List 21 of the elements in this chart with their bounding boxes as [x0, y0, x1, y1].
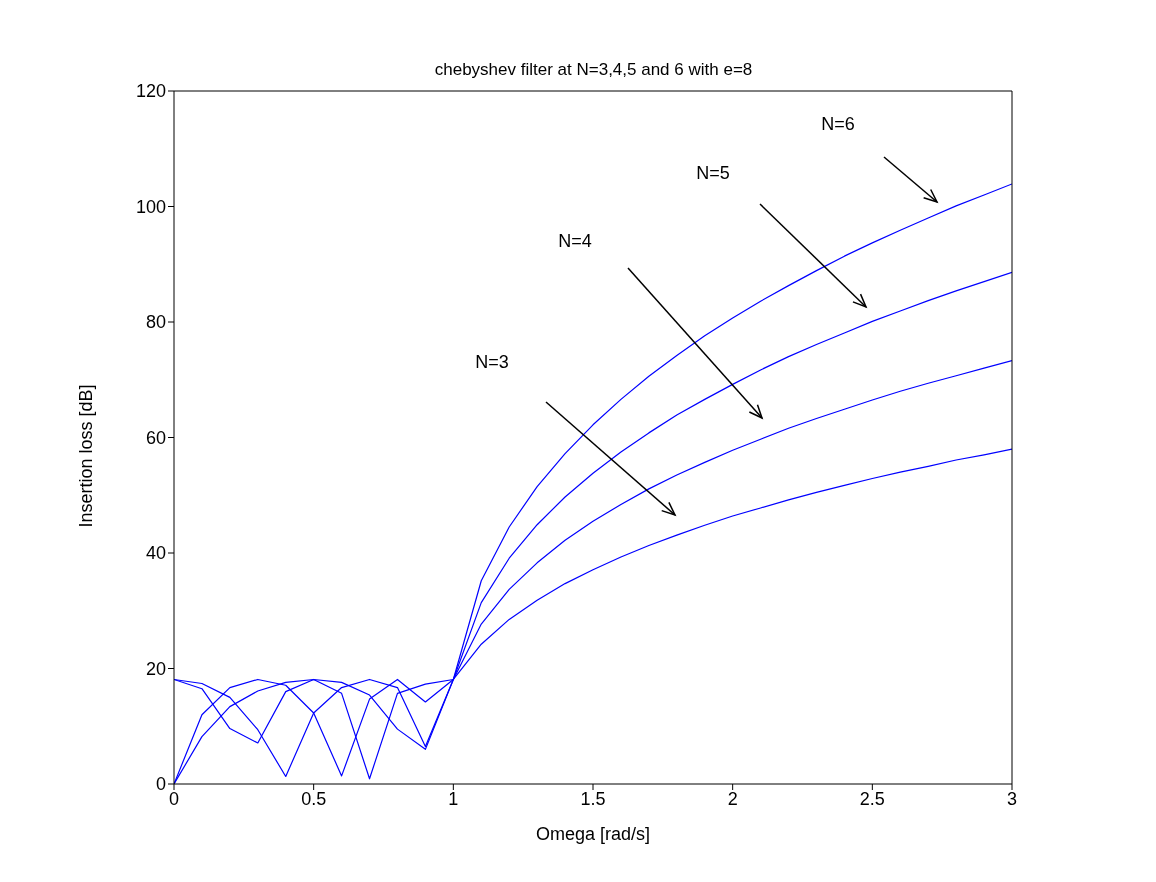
x-tick-label: 0	[168, 788, 180, 809]
annotation: N=6	[821, 114, 855, 134]
y-tick-label: 40	[145, 543, 166, 564]
y-tick-label: 60	[145, 427, 166, 448]
annotation: N=3	[475, 352, 509, 372]
y-tick-label: 0	[155, 774, 166, 795]
y-axis-title: Insertion loss [dB]	[76, 384, 97, 528]
y-tick-label: 100	[135, 196, 166, 217]
x-tick-label: 1.5	[580, 788, 606, 809]
x-tick-label: 0.5	[301, 788, 327, 809]
y-tick-label: 80	[145, 312, 166, 333]
annotation: N=5	[696, 163, 730, 183]
x-axis-title: Omega [rad/s]	[535, 824, 651, 844]
annotation: N=4	[558, 231, 592, 251]
x-tick-label: 2.5	[859, 788, 885, 809]
x-tick-label: 3	[1006, 788, 1018, 809]
x-tick-label: 2	[727, 788, 738, 809]
chart-title: chebyshev filter at N=3,4,5 and 6 with e=8	[433, 60, 754, 80]
y-tick-label: 120	[135, 81, 166, 102]
y-tick-label: 20	[145, 658, 166, 679]
x-tick-label: 1	[448, 788, 459, 809]
